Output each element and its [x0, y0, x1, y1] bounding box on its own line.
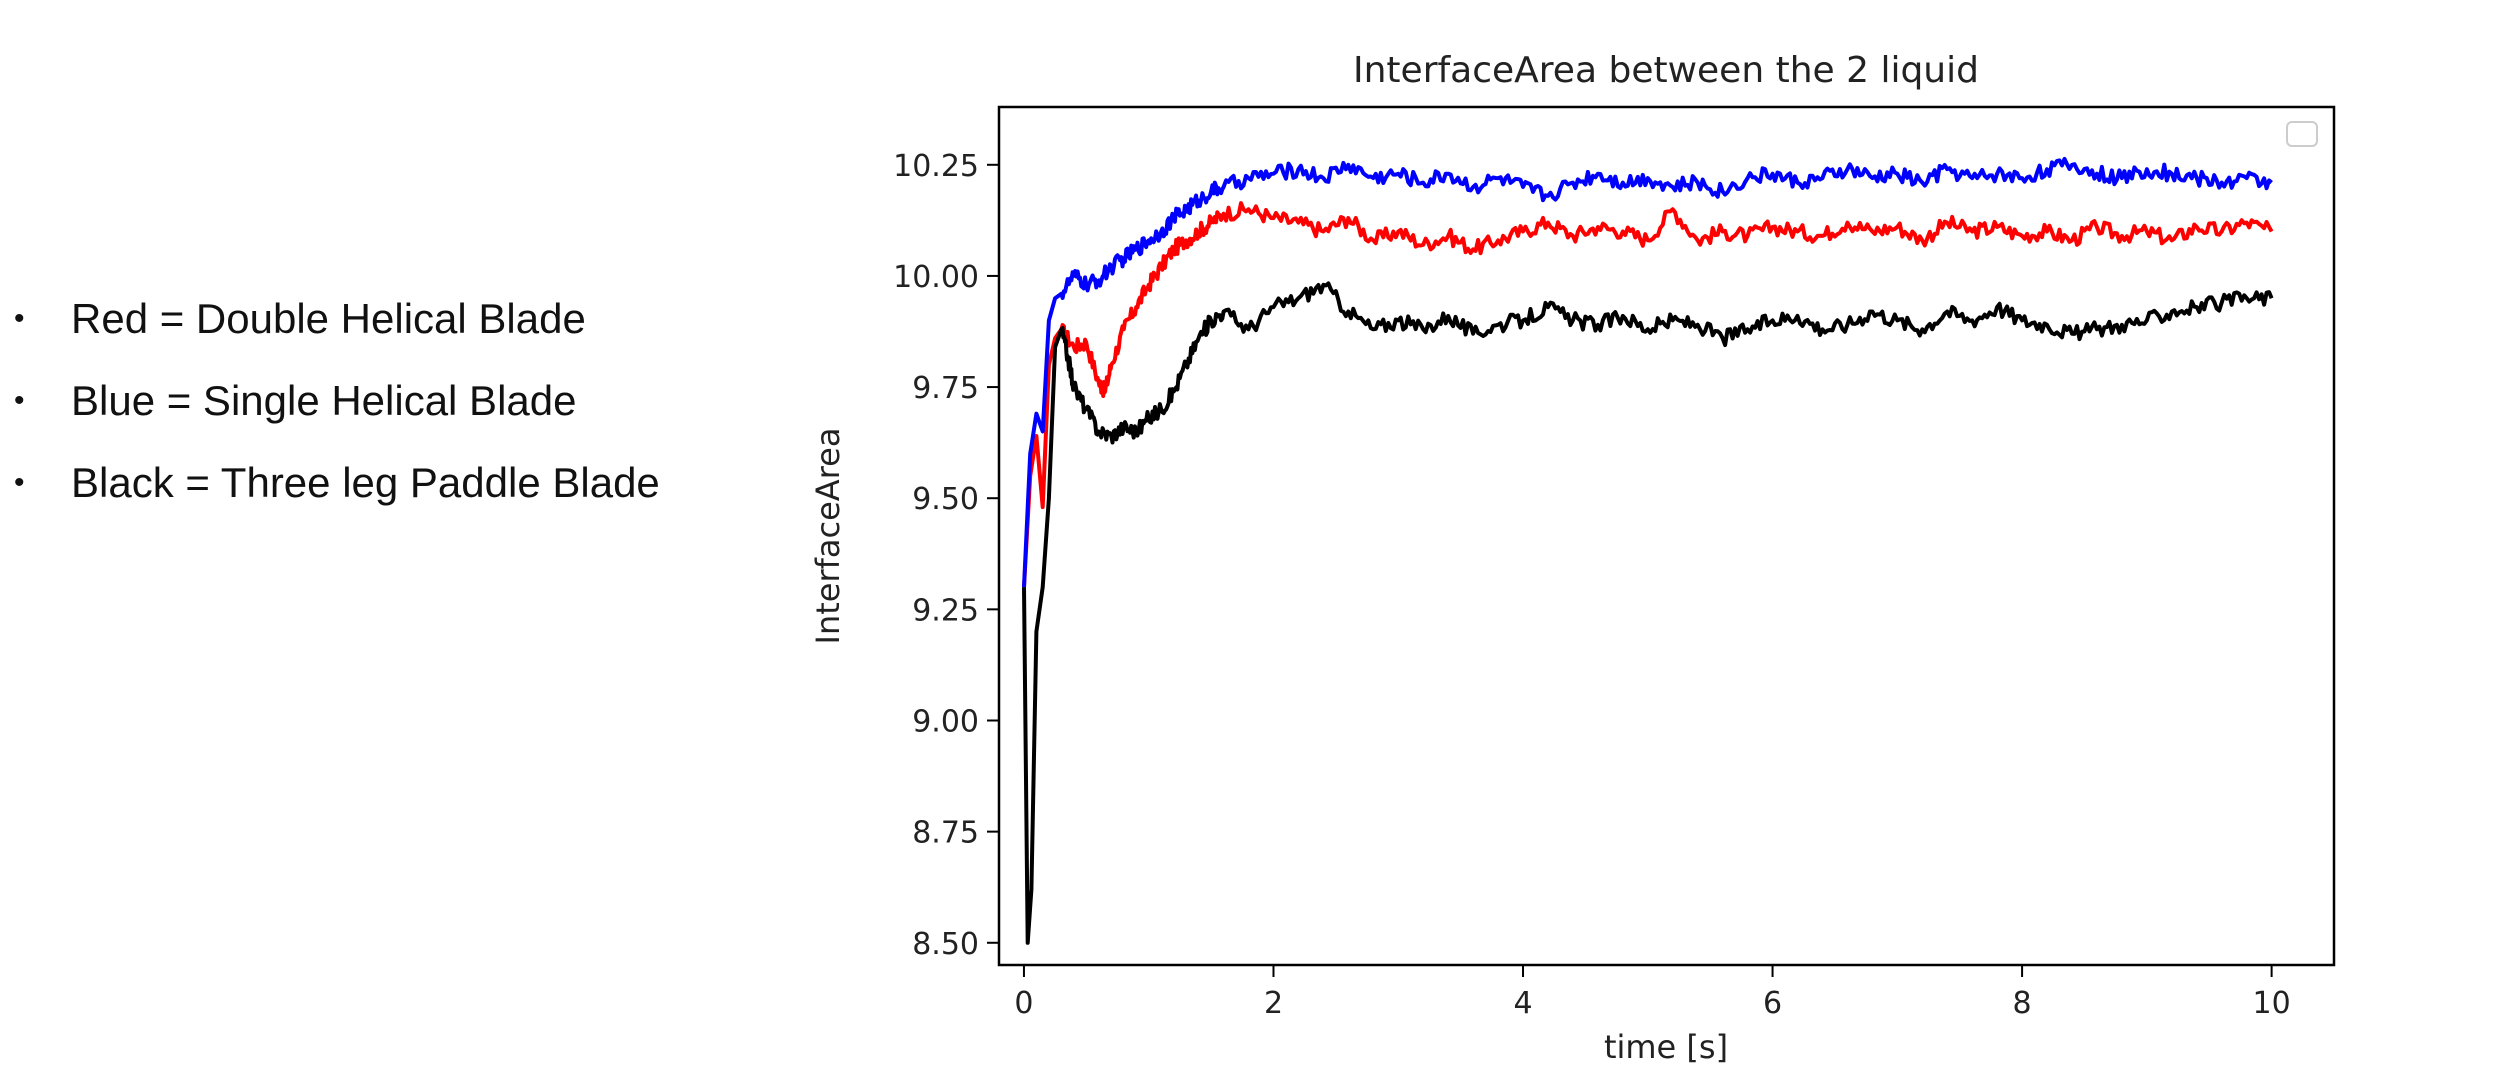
series-line: [1022, 201, 2274, 588]
series-description-item: • Blue = Single Helical Blade: [14, 360, 660, 442]
bullet-marker: •: [14, 302, 25, 335]
x-tick-label: 2: [1264, 986, 1283, 1021]
series-description-list: • Red = Double Helical Blade • Blue = Sing…: [14, 278, 660, 524]
y-tick-label: 8.75: [912, 816, 979, 851]
series-lines: [1022, 156, 2274, 945]
y-tick-label: 9.25: [912, 593, 979, 628]
y-axis-label: InterfaceArea: [809, 428, 847, 645]
y-tick-label: 10.25: [893, 149, 979, 184]
y-tick-label: 9.50: [912, 482, 979, 517]
y-tick-label: 10.00: [893, 260, 979, 295]
series-description-item: • Red = Double Helical Blade: [14, 278, 660, 360]
series-description-text: Black = Three leg Paddle Blade: [71, 459, 660, 506]
axis-ticks: 0 2 4 6 8 10 8.50 8.75 9.00 9.25 9.50 9.75 10.00 10.2…: [893, 149, 2291, 1021]
x-tick-label: 4: [1513, 986, 1532, 1021]
series-description-text: Blue = Single Helical Blade: [71, 377, 577, 424]
y-tick-label: 9.75: [912, 371, 979, 406]
series-description-text: Red = Double Helical Blade: [71, 295, 586, 342]
series-line: [1022, 281, 2274, 945]
series-line: [1022, 156, 2273, 588]
x-axis-label: time [s]: [1604, 1028, 1728, 1066]
bullet-marker: •: [14, 384, 25, 417]
x-tick-label: 0: [1014, 986, 1033, 1021]
bullet-marker: •: [14, 466, 25, 499]
x-tick-label: 10: [2253, 986, 2291, 1021]
x-tick-label: 6: [1763, 986, 1782, 1021]
legend-box: [2286, 121, 2318, 147]
series-description-item: • Black = Three leg Paddle Blade: [14, 442, 660, 524]
plot-frame: [997, 105, 2336, 967]
chart-title: InterfaceArea between the 2 liquid: [1353, 50, 1979, 91]
x-tick-label: 8: [2013, 986, 2032, 1021]
y-tick-label: 8.50: [912, 927, 979, 962]
y-tick-label: 9.00: [912, 704, 979, 739]
